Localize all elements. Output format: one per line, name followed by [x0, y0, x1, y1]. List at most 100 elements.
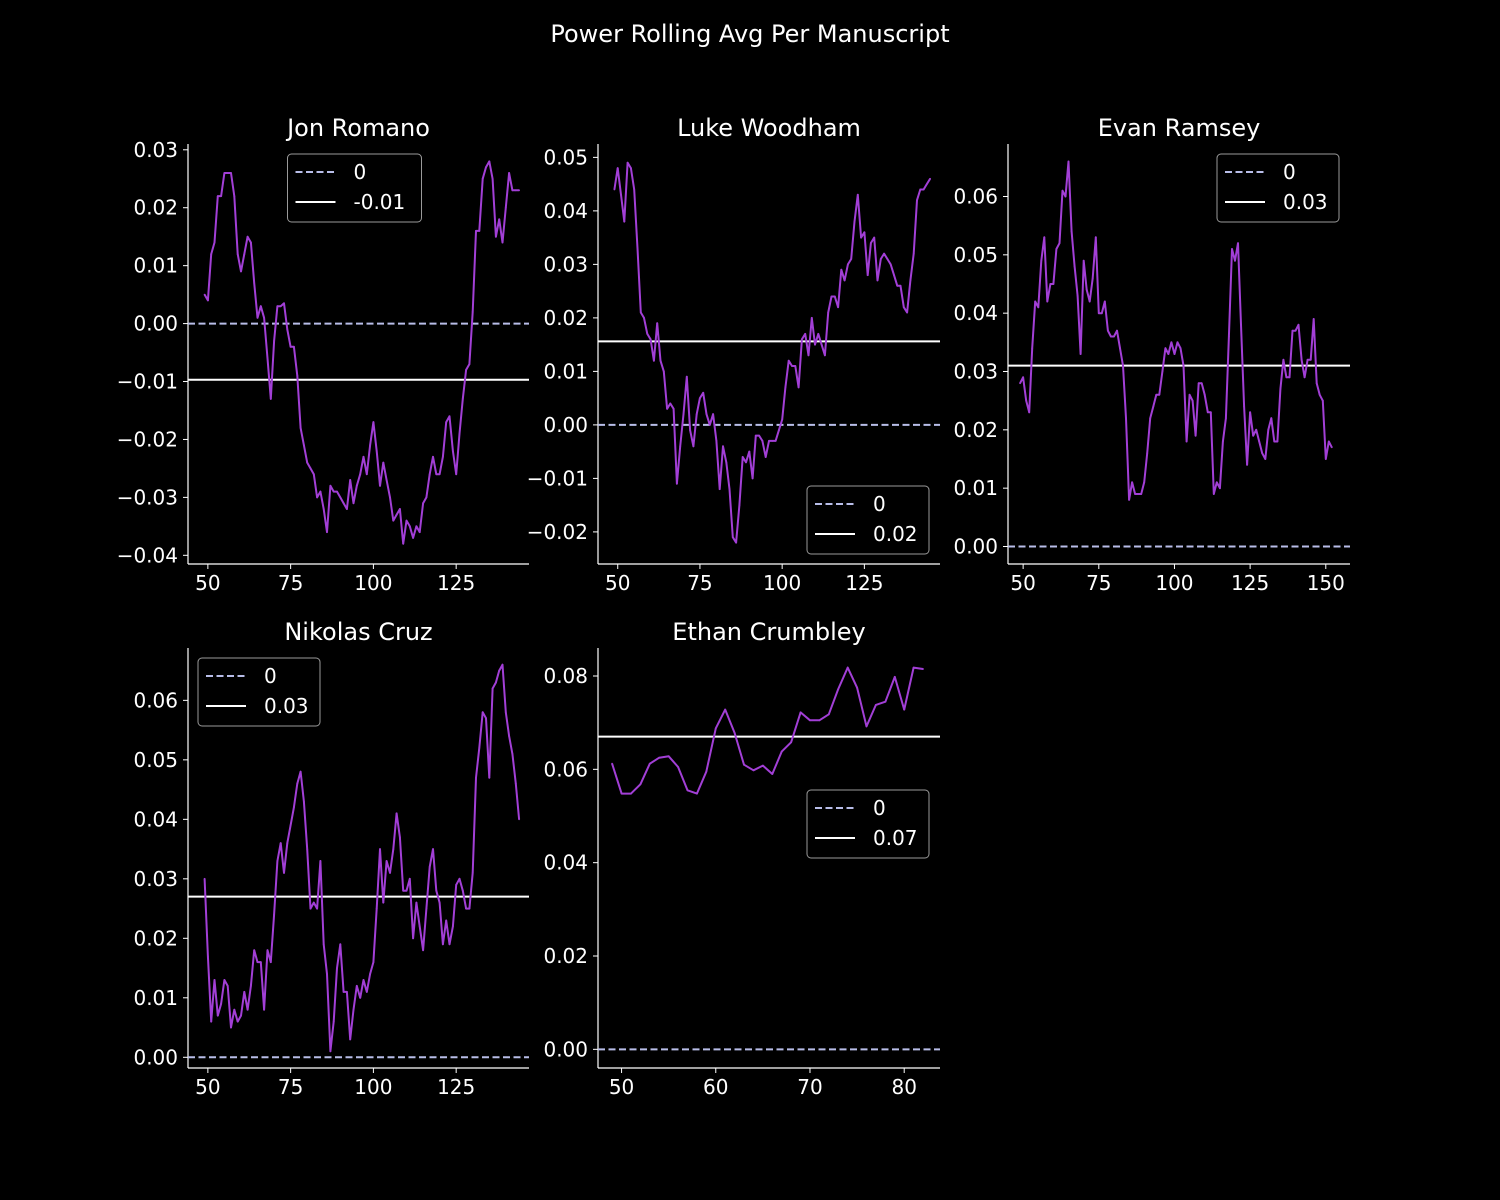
data-point — [266, 949, 269, 952]
data-point — [1067, 160, 1070, 163]
data-point — [422, 949, 424, 952]
data-point — [1309, 358, 1312, 361]
data-point — [1070, 230, 1073, 233]
x-tick-label: 75 — [278, 1075, 303, 1099]
data-point — [686, 789, 689, 792]
data-point — [837, 688, 840, 690]
legend-label: 0.02 — [873, 522, 918, 546]
data-point — [349, 1038, 352, 1041]
data-point — [468, 363, 471, 365]
data-point — [843, 279, 846, 282]
data-point — [712, 413, 714, 416]
data-point — [883, 252, 885, 255]
data-point — [240, 270, 242, 273]
data-point — [266, 357, 269, 360]
data-point — [722, 445, 724, 448]
data-point — [1264, 458, 1267, 460]
data-point — [518, 818, 520, 821]
data-point — [415, 901, 418, 904]
data-point — [791, 365, 793, 367]
data-point — [1176, 341, 1179, 344]
data-point — [461, 889, 464, 892]
data-point — [495, 235, 497, 238]
data-point — [412, 537, 414, 539]
rolling-average-line — [203, 160, 520, 545]
data-point — [233, 1008, 236, 1011]
data-point — [1237, 242, 1239, 245]
data-point — [452, 925, 454, 928]
y-tick-label: 0.06 — [543, 757, 588, 781]
legend-label: 0 — [264, 664, 277, 688]
data-point — [210, 253, 213, 256]
data-point — [286, 842, 289, 844]
data-point — [804, 333, 807, 335]
x-tick-label: 125 — [437, 571, 475, 595]
data-point — [273, 913, 275, 916]
x-tick-label: 125 — [437, 1075, 475, 1099]
data-point — [432, 455, 434, 458]
data-point — [1246, 463, 1248, 466]
data-point — [250, 985, 252, 987]
data-point — [1052, 283, 1055, 285]
y-tick-label: 0.00 — [133, 1045, 178, 1069]
data-point — [243, 253, 246, 256]
data-point — [362, 979, 365, 981]
data-point — [408, 525, 411, 528]
data-point — [405, 889, 408, 892]
data-point — [810, 317, 813, 319]
data-point — [1058, 242, 1061, 245]
data-point — [1122, 364, 1124, 367]
data-point — [1285, 376, 1288, 379]
data-point — [435, 889, 438, 892]
data-point — [870, 242, 872, 244]
data-point — [289, 345, 292, 348]
data-point — [1128, 498, 1130, 501]
data-point — [847, 263, 849, 266]
data-point — [743, 763, 745, 766]
data-point — [379, 848, 381, 850]
data-point — [919, 188, 922, 191]
data-point — [1197, 382, 1200, 385]
data-point — [853, 220, 856, 223]
data-point — [728, 488, 731, 490]
y-tick-label: 0.00 — [543, 1037, 588, 1061]
data-point — [696, 792, 698, 795]
data-point — [1273, 440, 1276, 443]
data-point — [827, 713, 830, 716]
data-point — [342, 991, 345, 993]
data-point — [362, 455, 365, 458]
data-point — [359, 996, 362, 999]
data-point — [293, 345, 295, 348]
data-point — [672, 407, 675, 410]
data-point — [708, 424, 711, 426]
data-point — [375, 907, 378, 910]
data-point — [230, 1026, 232, 1029]
data-point — [830, 295, 833, 298]
data-point — [1294, 329, 1297, 332]
data-point — [293, 806, 295, 809]
data-point — [922, 668, 924, 670]
data-point — [402, 889, 405, 892]
data-point — [263, 1008, 265, 1011]
data-point — [685, 375, 688, 378]
subplot-5: Ethan Crumbley 0.00 0.02 0.04 0.06 0.08 50 60 70… — [543, 618, 940, 1099]
data-point — [715, 440, 718, 442]
data-point — [833, 295, 836, 298]
data-point — [1140, 493, 1143, 495]
data-point — [379, 484, 381, 487]
y-tick-label: 0.06 — [133, 688, 178, 712]
data-point — [240, 1014, 242, 1017]
data-point — [724, 708, 727, 711]
data-point — [699, 397, 701, 399]
data-point — [326, 973, 328, 975]
data-point — [1185, 440, 1188, 443]
data-point — [306, 461, 309, 464]
data-point — [705, 413, 708, 416]
data-point — [389, 872, 391, 874]
data-point — [1219, 487, 1221, 490]
data-point — [303, 444, 305, 447]
data-point — [465, 907, 467, 910]
data-point — [216, 195, 219, 198]
data-point — [1276, 440, 1279, 443]
data-point — [639, 311, 642, 314]
